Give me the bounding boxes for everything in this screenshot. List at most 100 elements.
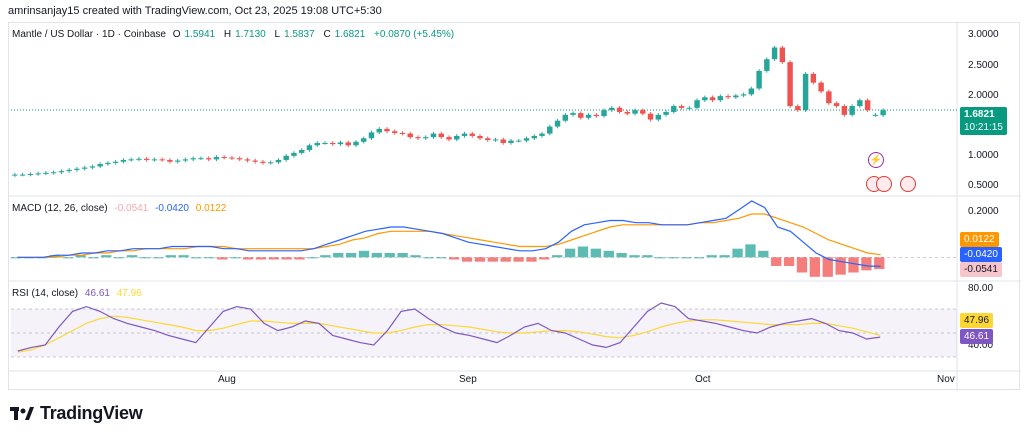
candle-body — [283, 155, 289, 160]
rsi-title[interactable]: RSI (14, close) — [12, 288, 79, 299]
rsi-value: 46.61 — [84, 288, 110, 299]
candle-body — [756, 70, 762, 89]
macd-histogram-bar — [719, 255, 730, 258]
tradingview-logo-icon — [10, 406, 34, 420]
candle-body — [779, 47, 786, 63]
macd-histogram-bar — [126, 255, 138, 258]
macd-histogram-bar — [320, 255, 331, 258]
candle-body — [647, 113, 654, 120]
macd-histogram-bar — [603, 250, 614, 258]
macd-histogram-bar — [397, 253, 408, 258]
rsi-ma-line — [17, 315, 881, 353]
candle-body — [97, 164, 103, 167]
macd-histogram-bar — [114, 257, 125, 259]
candle-body — [717, 96, 724, 101]
macd-histogram-bar — [410, 255, 421, 258]
candle-body — [461, 133, 468, 136]
candle-body — [252, 160, 258, 162]
macd-histogram-bar — [230, 257, 241, 259]
candle-body — [229, 157, 235, 159]
candle-body — [345, 142, 351, 146]
macd-histogram-bar — [474, 257, 486, 262]
candle-body — [58, 171, 65, 173]
macd-histogram-bar — [294, 257, 305, 260]
chart-canvas[interactable] — [9, 23, 1021, 391]
candle-body — [694, 100, 700, 108]
macd-histogram-bar — [539, 257, 550, 260]
tradingview-logo[interactable]: TradingView — [10, 403, 143, 424]
macd-histogram-bar — [461, 257, 473, 262]
header-credit: amrinsanjay15 created with TradingView.c… — [8, 5, 382, 17]
macd-histogram-bar — [668, 257, 679, 259]
candle-body — [492, 139, 499, 141]
macd-histogram-bar — [436, 257, 447, 259]
candle-body — [205, 158, 212, 160]
macd-histogram-bar — [706, 255, 717, 258]
candle-body — [105, 162, 111, 165]
candle-body — [857, 100, 863, 107]
macd-histogram-bar — [629, 255, 640, 258]
candle-body — [872, 114, 879, 116]
candle-body — [477, 135, 483, 139]
candle-body — [826, 91, 832, 104]
y-tick-2: 2.0000 — [968, 90, 999, 101]
candle-body — [415, 137, 421, 139]
rsi-ma-badge: 47.96 — [960, 313, 994, 328]
us-flag-event-icon-3[interactable] — [900, 176, 916, 192]
macd-histogram-bar — [771, 257, 782, 266]
rsi-tick-80: 80.00 — [968, 283, 994, 294]
macd-histogram-bar — [178, 255, 189, 258]
current-price-badge: 1.6821 10:21:15 — [960, 107, 1007, 135]
candle-body — [570, 113, 576, 115]
candle-body — [298, 150, 305, 153]
macd-histogram-bar — [191, 257, 202, 259]
candle-body — [562, 114, 568, 121]
macd-histogram-bar — [217, 257, 228, 260]
candle-body — [601, 110, 607, 117]
candle-body — [337, 142, 344, 145]
candle-body — [430, 133, 437, 138]
candle-body — [880, 110, 886, 116]
countdown: 10:21:15 — [964, 122, 1003, 133]
macd-histogram-bar — [101, 255, 112, 258]
candle-body — [27, 174, 34, 176]
x-tick-aug: Aug — [218, 374, 236, 385]
macd-histogram-bar — [552, 255, 563, 258]
macd-histogram-bar — [281, 257, 292, 260]
candle-body — [368, 132, 375, 139]
rsi-line — [17, 302, 881, 352]
candle-body — [787, 62, 793, 107]
macd-histogram-bar — [139, 257, 151, 259]
candle-body — [810, 73, 817, 83]
candle-body — [733, 95, 739, 98]
macd-histogram-bar — [345, 253, 357, 258]
macd-title[interactable]: MACD (12, 26, close) — [12, 203, 108, 214]
macd-histogram-bar — [835, 257, 846, 275]
candle-body — [423, 137, 429, 139]
macd-hist-value: -0.0541 — [114, 203, 149, 214]
macd-histogram-bar — [848, 257, 859, 273]
macd-histogram-bar — [75, 255, 86, 258]
macd-histogram-bar — [500, 257, 511, 262]
candle-body — [500, 139, 506, 143]
candle-body — [174, 160, 181, 162]
candle-body — [547, 126, 553, 134]
change-value: +0.0870 (+5.45%) — [374, 29, 455, 40]
macd-histogram-bar — [874, 257, 885, 270]
macd-line-value: -0.0420 — [155, 203, 189, 214]
y-tick-3: 3.0000 — [968, 29, 999, 40]
lightning-event-icon[interactable]: ⚡ — [868, 152, 884, 168]
macd-histogram-bar — [384, 253, 395, 258]
rsi-legend: RSI (14, close) 46.61 47.96 — [12, 288, 146, 299]
us-flag-event-icon-2[interactable] — [876, 176, 892, 192]
symbol-name[interactable]: Mantle / US Dollar · 1D · Coinbase — [12, 29, 166, 40]
candle-body — [849, 106, 855, 115]
macd-line — [17, 200, 881, 267]
candle-body — [267, 162, 274, 164]
candle-body — [151, 159, 158, 161]
candle-body — [516, 140, 522, 142]
candle-body — [539, 133, 545, 136]
chart-frame[interactable] — [8, 22, 1021, 391]
candle-body — [663, 111, 669, 115]
low-label: L — [274, 29, 281, 40]
